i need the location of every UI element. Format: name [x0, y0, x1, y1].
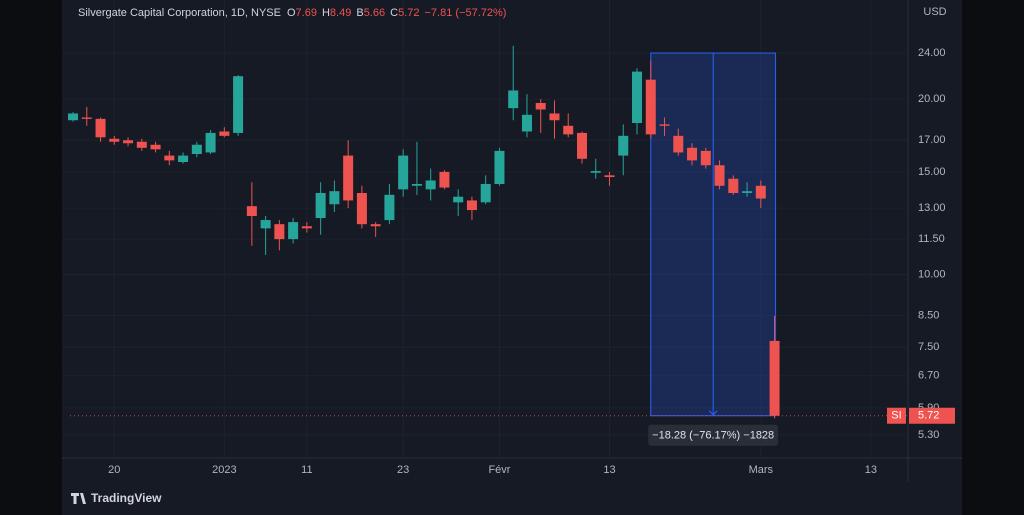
x-tick-label: 13	[603, 464, 615, 476]
candle-body	[632, 71, 643, 124]
y-tick-label: 7.50	[918, 341, 939, 353]
candle-body	[439, 171, 450, 188]
candle-body	[288, 222, 299, 240]
ticker-label: SI	[891, 410, 901, 422]
measure-arrowhead	[708, 410, 718, 416]
candles	[68, 45, 780, 419]
candle-body	[563, 125, 574, 135]
y-tick-label: 8.50	[918, 309, 939, 321]
candle-body	[755, 185, 766, 199]
candle-body	[687, 147, 698, 161]
candle-body	[136, 141, 147, 148]
legend-value: 7.69	[296, 7, 317, 19]
candle-body	[590, 171, 601, 173]
candle-body	[535, 102, 546, 110]
candle-body	[301, 226, 312, 229]
legend-key: O	[287, 7, 296, 19]
legend-key: H	[322, 7, 330, 19]
candle-body	[728, 178, 739, 194]
brand: TradingView	[71, 491, 162, 505]
x-tick-label: 23	[397, 464, 409, 476]
candle-body	[659, 124, 670, 126]
candle-body	[260, 220, 271, 229]
x-tick-label: 20	[108, 464, 120, 476]
candle-body	[329, 191, 340, 205]
candle-body	[604, 175, 615, 178]
candle-body	[425, 180, 436, 190]
y-tick-label: 10.00	[918, 268, 946, 280]
candle-body	[549, 113, 560, 121]
candle-body	[274, 224, 285, 240]
candle-body	[466, 200, 477, 211]
brand-name: TradingView	[91, 491, 162, 505]
x-tick-label: Févr	[488, 464, 510, 476]
y-tick-label: 24.00	[918, 47, 946, 59]
candle-body	[508, 90, 519, 109]
measure-tool: −18.28 (−76.17%) −1828	[648, 52, 779, 446]
candle-body	[645, 79, 656, 135]
candle-body	[700, 150, 711, 166]
last-price-label: 5.72	[918, 410, 939, 422]
legend-key: C	[390, 7, 398, 19]
candle-body	[219, 131, 230, 136]
candle-body	[576, 132, 587, 159]
currency: USD	[923, 6, 946, 18]
candle-body	[343, 155, 354, 201]
y-tick-label: 13.00	[918, 202, 946, 214]
y-tick-label: 5.30	[918, 429, 939, 441]
candle-body	[315, 193, 326, 219]
x-tick-label: 11	[301, 464, 312, 476]
candle-body	[411, 184, 422, 186]
chart-legend: Silvergate Capital Corporation, 1D, NYSE…	[78, 7, 506, 19]
measure-label: −18.28 (−76.17%) −1828	[652, 430, 774, 442]
candle-body	[81, 117, 92, 119]
candle-body	[356, 193, 367, 225]
candle-body	[123, 140, 134, 144]
x-tick-label: Mars	[749, 464, 774, 476]
candle-body	[164, 155, 175, 161]
y-tick-label: 6.70	[918, 370, 939, 382]
y-tick-label: 20.00	[918, 93, 946, 105]
candle-body	[521, 114, 532, 132]
ticker-box	[887, 407, 906, 424]
candle-body	[246, 206, 257, 217]
legend-title: Silvergate Capital Corporation, 1D, NYSE	[78, 7, 281, 19]
legend-change: −7.81 (−57.72%)	[424, 7, 506, 19]
candle-body	[191, 144, 202, 155]
candle-body	[68, 113, 79, 121]
candle-body	[742, 191, 753, 194]
candle-body	[384, 194, 395, 221]
legend-key: B	[356, 7, 363, 19]
axes: 5.305.906.707.508.5010.0011.5013.0015.00…	[70, 47, 955, 476]
candle-body	[494, 150, 505, 185]
candle-body	[618, 135, 629, 156]
y-tick-label: 11.50	[918, 233, 945, 245]
x-tick-label: 13	[865, 464, 877, 476]
candle-body	[370, 224, 381, 227]
candle-body	[95, 118, 106, 138]
legend-value: 5.72	[398, 7, 419, 19]
candle-body	[769, 340, 780, 416]
candle-body	[673, 135, 684, 153]
legend-value: 8.49	[330, 7, 351, 19]
y-tick-label: 17.00	[918, 134, 946, 146]
candle-body	[233, 76, 244, 133]
candle-body	[480, 184, 491, 203]
y-tick-label: 15.00	[918, 166, 946, 178]
brand-logo	[71, 493, 86, 504]
candle-body	[398, 155, 409, 190]
candle-body	[150, 144, 161, 150]
candle-body	[109, 138, 120, 142]
candle-body	[205, 132, 216, 153]
measure-label-box	[648, 424, 779, 446]
candle-body	[714, 165, 725, 186]
last-price-box	[909, 407, 955, 424]
chart-panel	[62, 0, 962, 515]
x-tick-label: 2023	[212, 464, 236, 476]
candle-body	[178, 155, 189, 162]
legend-value: 5.66	[364, 7, 385, 19]
candle-body	[453, 196, 464, 203]
